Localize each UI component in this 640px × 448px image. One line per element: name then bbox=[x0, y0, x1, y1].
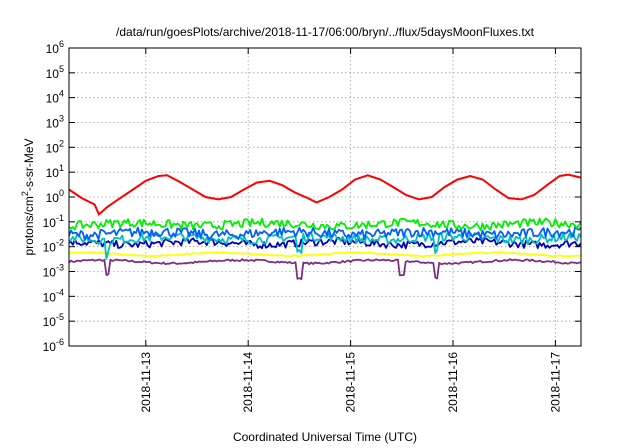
y-tick-base: 10 bbox=[43, 315, 57, 329]
y-tick-exponent: -3 bbox=[56, 263, 64, 273]
y-axis-label-tail: -s-sr-MeV bbox=[22, 138, 36, 191]
y-tick-label: 105 bbox=[46, 64, 64, 81]
y-tick-base: 10 bbox=[46, 117, 60, 131]
y-axis-label: protons/cm2-s-sr-MeV bbox=[20, 138, 36, 255]
y-tick-label: 10-1 bbox=[43, 213, 64, 230]
x-tick-label: 2018-11-14 bbox=[241, 352, 255, 413]
y-tick-label: 10-5 bbox=[43, 312, 64, 329]
x-tick-label: 2018-11-13 bbox=[139, 352, 153, 413]
y-tick-exponent: 2 bbox=[59, 138, 64, 148]
y-tick-exponent: -4 bbox=[56, 287, 64, 297]
y-tick-base: 10 bbox=[46, 166, 60, 180]
y-tick-exponent: 0 bbox=[59, 188, 64, 198]
y-axis-label-base: protons/cm bbox=[22, 196, 36, 255]
y-tick-exponent: -2 bbox=[56, 238, 64, 248]
y-tick-label: 10-2 bbox=[43, 238, 64, 255]
y-tick-base: 10 bbox=[43, 241, 57, 255]
x-axis-label: Coordinated Universal Time (UTC) bbox=[233, 430, 417, 444]
y-tick-base: 10 bbox=[43, 266, 57, 280]
series-line-proton-channel-6 bbox=[69, 251, 581, 258]
series-group bbox=[69, 173, 581, 281]
x-tick-label: 2018-11-16 bbox=[446, 352, 460, 413]
y-tick-label: 102 bbox=[46, 138, 64, 155]
x-axis: 2018-11-13 2018-11-14 2018-11-15 2018-11-16… bbox=[139, 48, 562, 413]
series-line-proton-channel-1 bbox=[69, 173, 581, 217]
series-line-proton-channel-5 bbox=[69, 236, 581, 250]
y-tick-label: 106 bbox=[46, 39, 64, 56]
series-line-proton-channel-2 bbox=[69, 217, 581, 231]
series-line-proton-channel-3 bbox=[69, 226, 581, 241]
y-tick-exponent: 4 bbox=[59, 89, 64, 99]
y-tick-base: 10 bbox=[43, 290, 57, 304]
gridlines bbox=[69, 48, 581, 346]
y-tick-exponent: 6 bbox=[59, 39, 64, 49]
y-tick-label: 103 bbox=[46, 114, 64, 131]
y-tick-label: 104 bbox=[46, 89, 64, 106]
y-tick-exponent: -1 bbox=[56, 213, 64, 223]
y-tick-label: 101 bbox=[46, 163, 64, 180]
y-tick-exponent: 1 bbox=[59, 163, 64, 173]
y-tick-exponent: -5 bbox=[56, 312, 64, 322]
series-line-proton-channel-7 bbox=[69, 258, 581, 281]
y-tick-base: 10 bbox=[43, 340, 57, 354]
plot-area bbox=[69, 173, 581, 281]
y-tick-exponent: 3 bbox=[59, 114, 64, 124]
chart-title: /data/run/goesPlots/archive/2018-11-17/0… bbox=[116, 25, 535, 39]
x-tick-label: 2018-11-15 bbox=[344, 352, 358, 413]
y-tick-label: 10-6 bbox=[43, 337, 64, 354]
y-tick-label: 10-4 bbox=[43, 287, 64, 304]
y-tick-label: 10-3 bbox=[43, 263, 64, 280]
y-tick-base: 10 bbox=[46, 67, 60, 81]
y-tick-base: 10 bbox=[46, 141, 60, 155]
y-tick-base: 10 bbox=[46, 191, 60, 205]
y-axis: 10-610-510-410-310-210-11001011021031041… bbox=[43, 39, 581, 354]
y-tick-exponent: -6 bbox=[56, 337, 64, 347]
y-tick-label: 100 bbox=[46, 188, 64, 205]
y-axis-label-sup: 2 bbox=[20, 191, 30, 196]
y-tick-exponent: 5 bbox=[59, 64, 64, 74]
y-tick-base: 10 bbox=[46, 42, 60, 56]
x-tick-label: 2018-11-17 bbox=[548, 352, 562, 413]
y-tick-base: 10 bbox=[43, 216, 57, 230]
y-tick-base: 10 bbox=[46, 92, 60, 106]
